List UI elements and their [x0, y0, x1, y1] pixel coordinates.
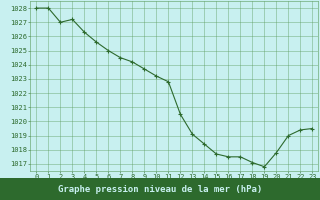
Text: Graphe pression niveau de la mer (hPa): Graphe pression niveau de la mer (hPa)	[58, 185, 262, 194]
